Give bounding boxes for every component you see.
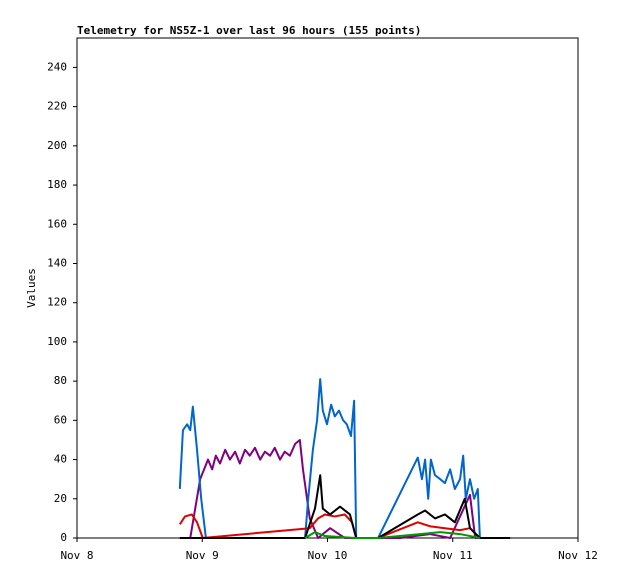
y-tick-label: 20 (54, 492, 67, 505)
y-tick-label: 60 (54, 413, 67, 426)
y-tick-label: 160 (47, 217, 67, 230)
y-tick-label: 120 (47, 296, 67, 309)
x-tick-label: Nov 12 (558, 549, 598, 562)
y-axis-label: Values (25, 268, 38, 308)
y-tick-label: 40 (54, 453, 67, 466)
series-line (178, 513, 481, 539)
plot-frame (76, 37, 579, 539)
series-line (179, 474, 511, 539)
y-tick-label: 180 (47, 178, 67, 191)
y-tick-label: 200 (47, 139, 67, 152)
x-tick-label: Nov 11 (433, 549, 473, 562)
y-tick-label: 140 (47, 256, 67, 269)
series-line (304, 531, 481, 539)
x-tick-label: Nov 10 (308, 549, 348, 562)
x-tick-label: Nov 8 (60, 549, 93, 562)
y-tick-label: 0 (60, 531, 67, 544)
y-tick-label: 220 (47, 100, 67, 113)
chart-title: Telemetry for NS5Z-1 over last 96 hours … (77, 24, 421, 37)
series-line (178, 378, 481, 539)
y-tick-label: 240 (47, 60, 67, 73)
y-tick-label: 80 (54, 374, 67, 387)
series-line (179, 438, 511, 539)
y-tick-label: 100 (47, 335, 67, 348)
x-tick-label: Nov 9 (186, 549, 219, 562)
